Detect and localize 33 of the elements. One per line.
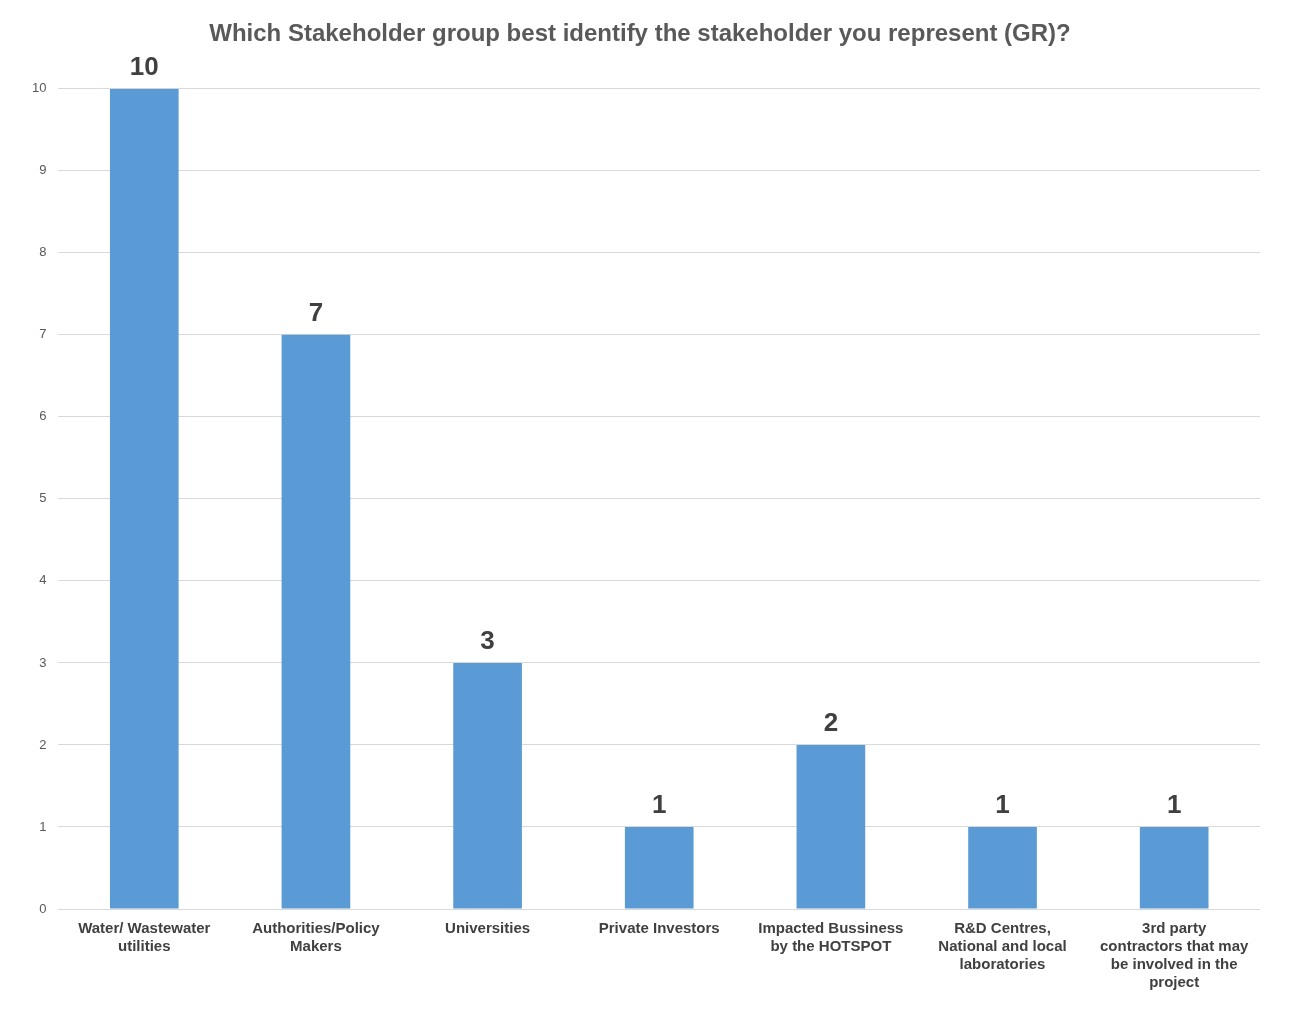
y-tick-label: 2 (39, 736, 47, 752)
chart-title: Which Stakeholder group best identify the stakeholder you represent (GR)? (209, 19, 1071, 47)
y-tick-label: 0 (39, 900, 47, 916)
data-label: 1 (1166, 789, 1182, 820)
bar (109, 88, 179, 909)
y-tick-label: 9 (39, 162, 47, 178)
x-tick-label: Impacted Bussiness by the HOTSPOT (758, 919, 904, 955)
data-label: 1 (652, 789, 667, 820)
bar (968, 826, 1037, 909)
data-label: 2 (823, 707, 839, 738)
y-tick-label: 5 (39, 490, 47, 506)
bar (453, 662, 522, 909)
x-tick-label: Water/ Wastewater utilities (78, 919, 211, 955)
data-label: 10 (129, 50, 159, 81)
x-tick-label: Universities (445, 919, 531, 937)
bar (796, 744, 866, 909)
x-tick-label: 3rd party contractors that may be involved in the project (1099, 919, 1250, 991)
y-tick-label: 4 (39, 572, 47, 588)
data-label: 3 (480, 625, 495, 656)
bar (281, 334, 351, 909)
y-tick-label: 6 (39, 408, 47, 424)
y-tick-label: 7 (39, 326, 47, 342)
data-label: 1 (995, 789, 1010, 820)
y-tick-label: 10 (31, 80, 47, 96)
x-tick-label: Private Investors (598, 919, 720, 937)
bar (624, 826, 694, 909)
y-tick-label: 3 (39, 654, 47, 670)
bar (1139, 826, 1209, 909)
x-tick-label: R&D Centres, National and local laboratories (938, 919, 1067, 973)
x-tick-label: Authorities/Policy Makers (252, 919, 381, 955)
y-tick-label: 8 (39, 244, 47, 260)
data-label: 7 (308, 297, 324, 328)
y-tick-label: 1 (39, 818, 47, 834)
